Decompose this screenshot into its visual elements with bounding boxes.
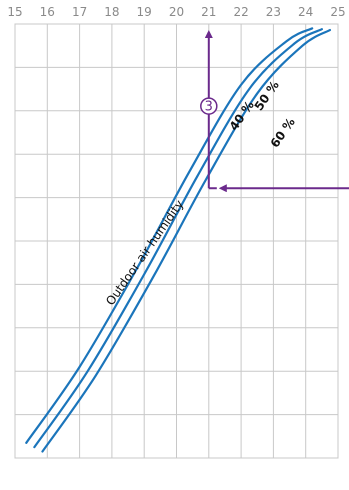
humidity-curves	[25, 27, 332, 453]
humidity-curve-3	[41, 28, 332, 453]
x-tick-label: 22	[233, 5, 248, 19]
curve-labels: 40 %50 %60 %Outdoor air humidity	[103, 78, 298, 308]
chart-grid	[14, 23, 339, 459]
x-tick-label: 18	[104, 5, 119, 19]
x-tick-label: 23	[266, 5, 281, 19]
step-marker-circle	[200, 97, 218, 115]
x-tick-label: 15	[7, 5, 22, 19]
x-tick-label: 25	[330, 5, 345, 19]
plot-frame	[14, 23, 339, 459]
x-tick-label: 17	[72, 5, 87, 19]
x-tick-label: 19	[137, 5, 152, 19]
x-tick-label: 21	[201, 5, 216, 19]
step-marker-number: 3	[205, 100, 213, 115]
x-tick-label: 24	[298, 5, 313, 19]
x-axis-ticks: 15 16 17 18 19 20 21 22 23 24 25	[7, 5, 345, 19]
x-tick-label: 16	[40, 5, 55, 19]
curve-label-60: 60 %	[268, 115, 298, 150]
x-tick-label: 20	[169, 5, 184, 19]
humidity-curve-1	[25, 27, 314, 444]
humidity-curve-2	[33, 28, 323, 449]
reading-arrows: 3	[200, 30, 349, 193]
